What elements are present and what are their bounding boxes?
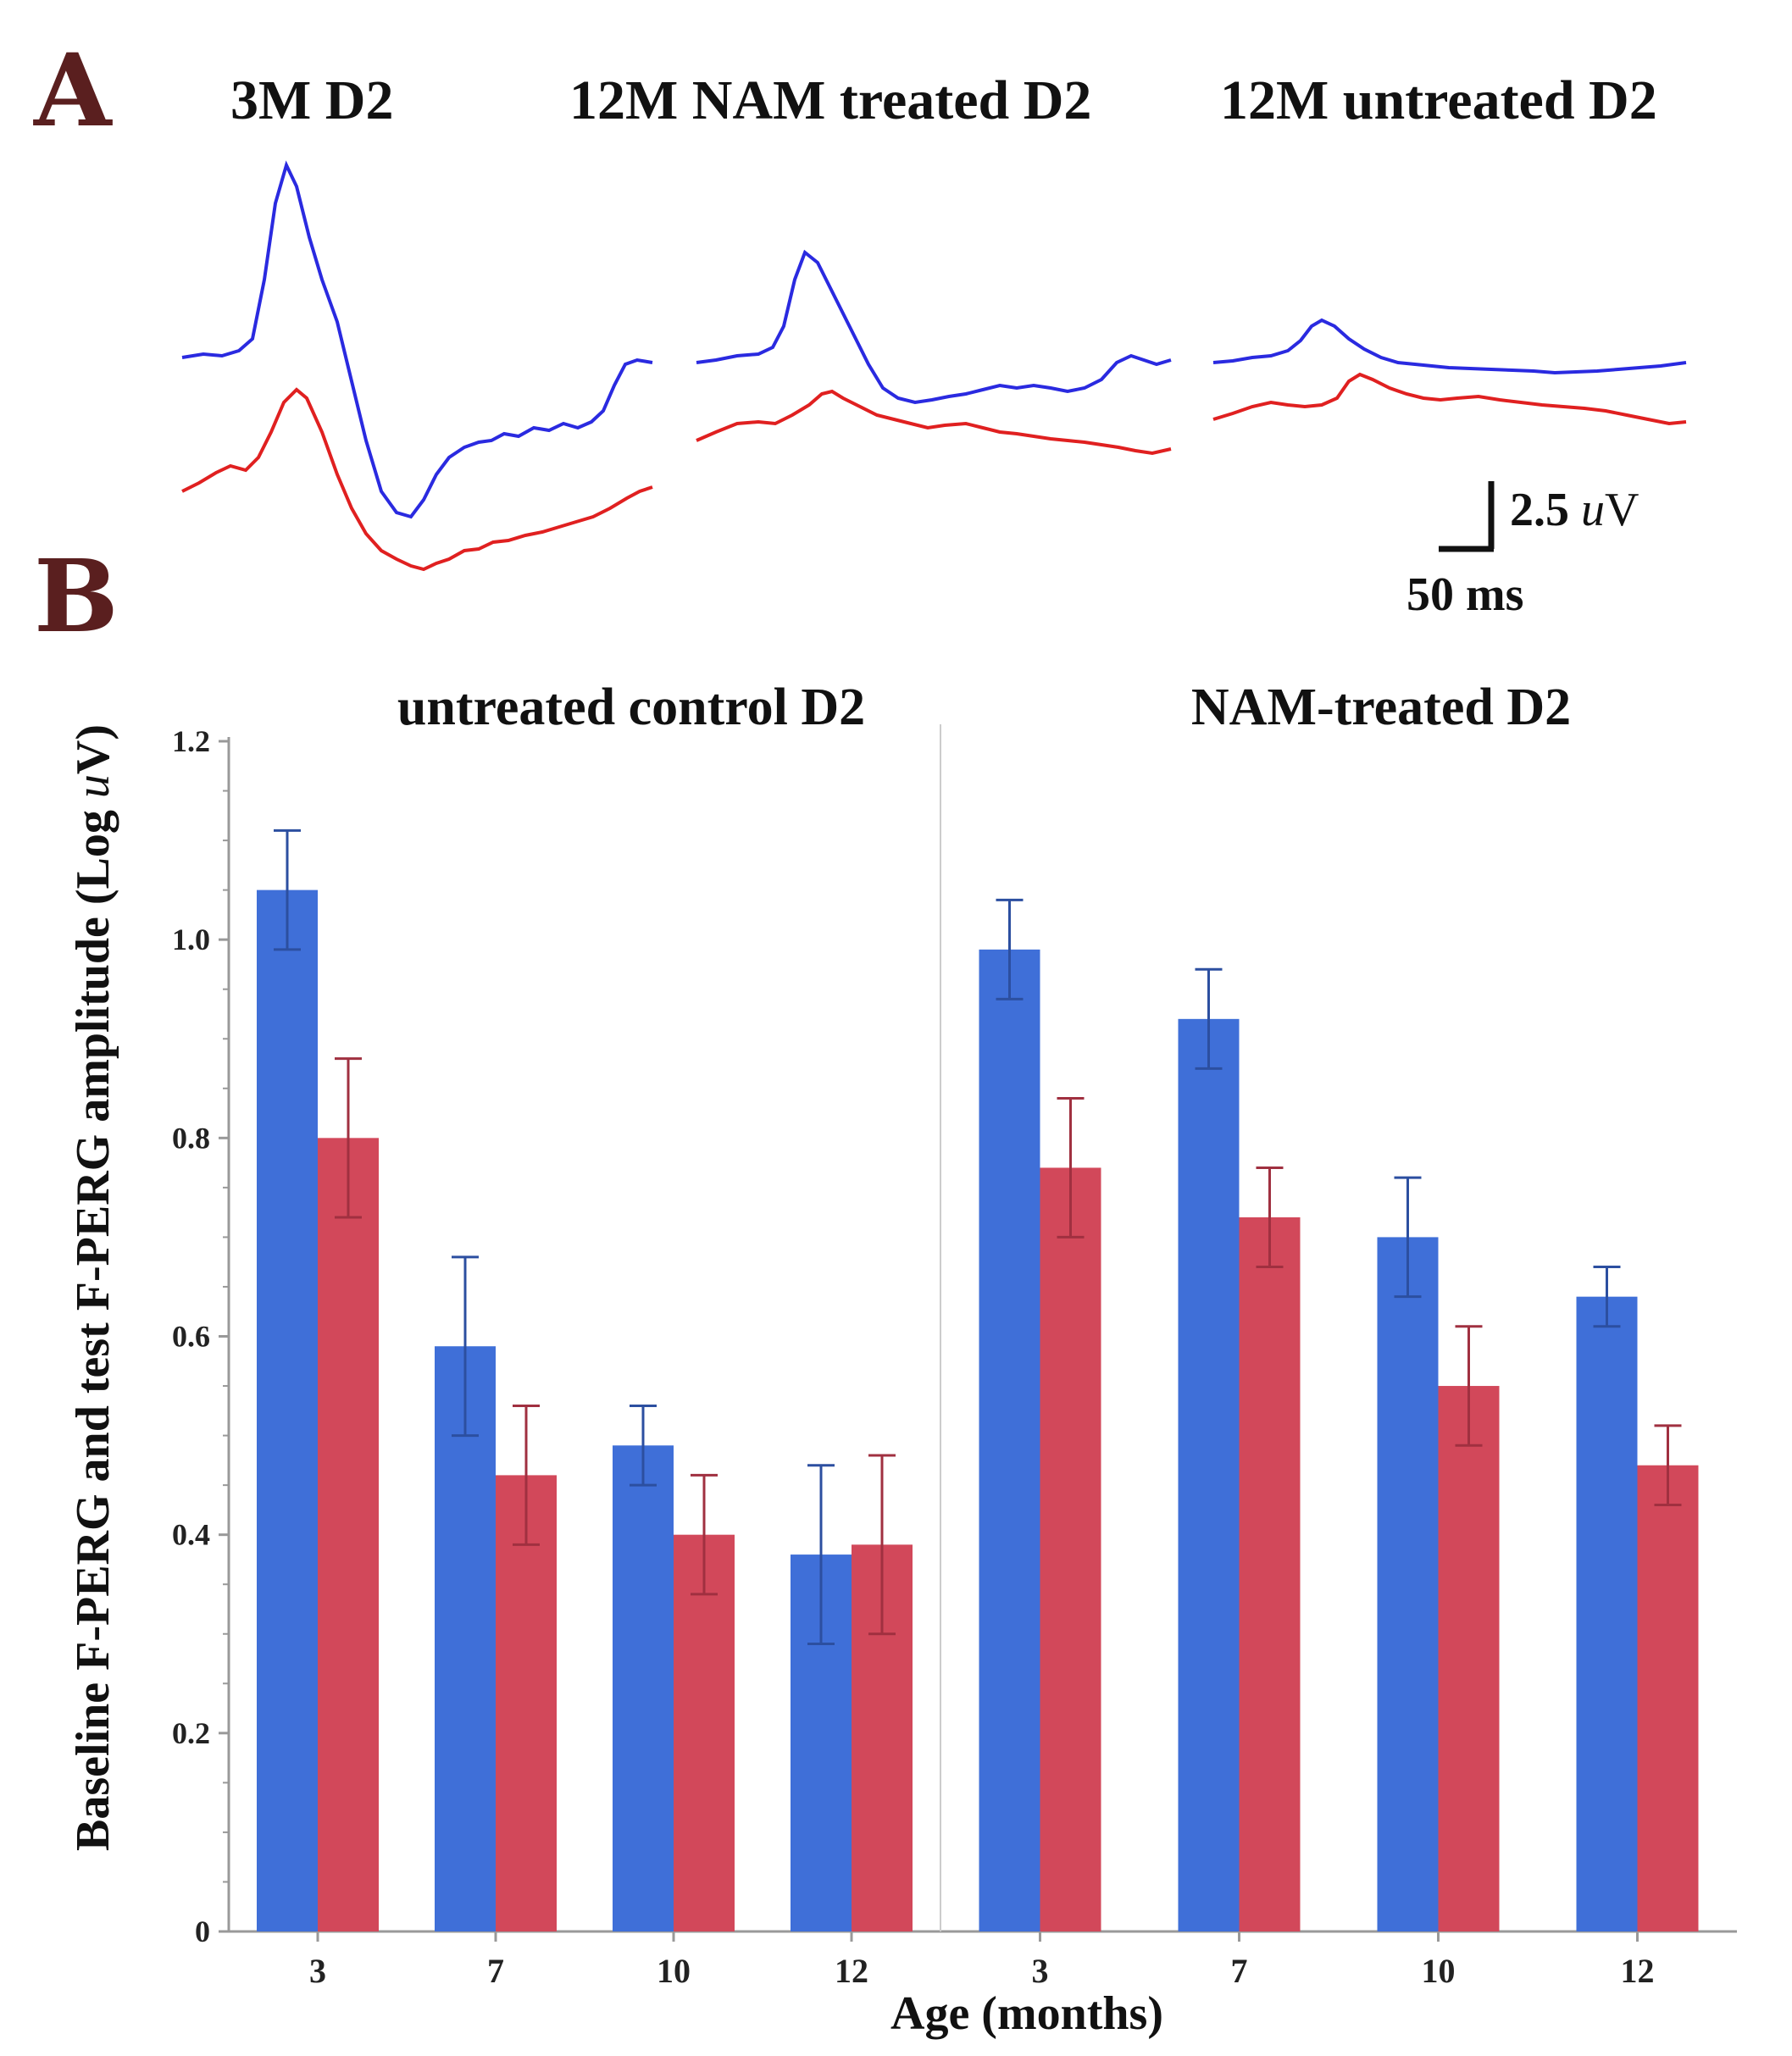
trace-title-12m-untreated: 12M untreated D2 bbox=[1220, 69, 1657, 131]
y-tick-label: 1.0 bbox=[172, 923, 210, 956]
perg-traces bbox=[181, 160, 1687, 572]
x-tick-label: 10 bbox=[1422, 1952, 1456, 1990]
bar bbox=[674, 1534, 735, 1931]
trace-3m-test bbox=[181, 387, 653, 572]
bar bbox=[1377, 1237, 1439, 1931]
y-tick-label: 0.6 bbox=[172, 1320, 210, 1354]
trace-title-3m: 3M D2 bbox=[230, 69, 393, 131]
bar bbox=[435, 1346, 496, 1931]
y-tick-label: 0.8 bbox=[172, 1121, 210, 1155]
trace-title-12m-nam: 12M NAM treated D2 bbox=[569, 69, 1091, 131]
trace-12m-untreated-baseline bbox=[1212, 318, 1687, 375]
group-title-nam: NAM-treated D2 bbox=[1191, 679, 1571, 736]
bar bbox=[1178, 1018, 1240, 1931]
x-tick-label: 12 bbox=[1621, 1952, 1655, 1990]
bar bbox=[1040, 1167, 1101, 1931]
bar bbox=[1239, 1217, 1301, 1931]
bar bbox=[257, 889, 318, 1931]
bar bbox=[496, 1475, 557, 1931]
x-tick-label: 3 bbox=[1032, 1952, 1049, 1990]
bar bbox=[613, 1445, 674, 1931]
scale-bar: 2.5 uV 50 ms bbox=[1406, 481, 1639, 621]
x-axis-label: Age (months) bbox=[890, 1987, 1163, 2040]
y-tick-label: 0.4 bbox=[172, 1518, 210, 1552]
bar-chart: 0 0.2 0.4 0.6 0.8 1.0 1.2 3 7 10 12 3 7 10 12 bbox=[172, 724, 1737, 1990]
bar bbox=[1637, 1465, 1699, 1931]
panel-a-letter: A bbox=[33, 31, 113, 149]
x-tick-label: 7 bbox=[1231, 1952, 1248, 1990]
bar bbox=[318, 1138, 379, 1931]
bar bbox=[1438, 1386, 1500, 1931]
x-tick-label: 7 bbox=[487, 1952, 504, 1990]
bar bbox=[979, 949, 1040, 1931]
bar bbox=[1576, 1296, 1638, 1931]
trace-3m-baseline bbox=[181, 160, 653, 519]
trace-12m-untreated-test bbox=[1212, 372, 1687, 426]
x-tick-label: 3 bbox=[309, 1952, 326, 1990]
y-axis-label: Baseline F-PERG and test F-PERG amplitud… bbox=[67, 724, 119, 1851]
x-tick-label: 12 bbox=[835, 1952, 868, 1990]
panel-b-letter: B bbox=[34, 537, 119, 655]
scale-bar-time: 50 ms bbox=[1406, 568, 1523, 621]
scale-bar-voltage: 2.5 uV bbox=[1510, 484, 1639, 536]
x-tick-label: 10 bbox=[657, 1952, 691, 1990]
y-tick-label: 0.2 bbox=[172, 1716, 210, 1750]
trace-12m-nam-baseline bbox=[696, 249, 1172, 405]
y-tick-label: 0 bbox=[195, 1915, 210, 1948]
group-title-untreated: untreated control D2 bbox=[397, 679, 865, 736]
trace-12m-nam-test bbox=[696, 389, 1172, 456]
y-tick-label: 1.2 bbox=[172, 724, 210, 758]
